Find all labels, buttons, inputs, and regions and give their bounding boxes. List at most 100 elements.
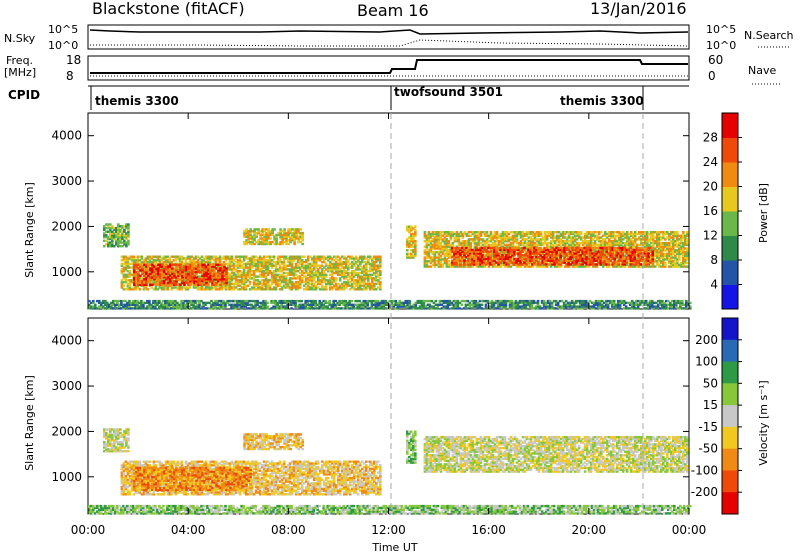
power-cell xyxy=(130,288,134,291)
power-cell xyxy=(156,255,160,258)
power-cell xyxy=(184,288,188,291)
power-cell xyxy=(126,266,130,269)
power-cell xyxy=(154,288,158,291)
power-cell xyxy=(119,239,122,242)
power-cell xyxy=(214,255,218,258)
power-cell xyxy=(115,236,118,239)
power-cell xyxy=(140,260,144,264)
power-cell xyxy=(127,234,130,237)
power-cell xyxy=(172,259,176,262)
power-cell xyxy=(170,260,174,264)
power-cell xyxy=(198,257,202,260)
power-cell xyxy=(122,255,126,258)
power-cell xyxy=(122,273,126,276)
power-cell xyxy=(160,257,164,260)
power-cell xyxy=(676,231,679,234)
nsearch-tick-top: 10^5 xyxy=(706,23,736,36)
power-cell xyxy=(166,260,170,264)
power-cell xyxy=(107,245,110,248)
power-cell xyxy=(230,255,234,258)
power-cell xyxy=(206,257,210,260)
freq-tick-top: 18 xyxy=(66,53,81,67)
power-cell xyxy=(228,284,232,287)
power-cell xyxy=(228,288,232,291)
power-cell xyxy=(196,259,200,262)
power-cell xyxy=(228,264,232,267)
power-cell xyxy=(126,257,130,260)
power-cell xyxy=(117,237,120,241)
power-cell xyxy=(120,280,124,284)
power-cell xyxy=(121,237,124,241)
power-cell xyxy=(196,255,200,258)
power-cell xyxy=(119,234,122,237)
power-cell xyxy=(120,271,124,275)
power-cell xyxy=(174,259,178,262)
power-cell xyxy=(686,238,689,241)
power-cell xyxy=(178,286,182,289)
power-cell xyxy=(204,288,208,291)
power-cell xyxy=(164,257,168,260)
power-cell xyxy=(117,228,120,232)
power-cell xyxy=(105,223,108,226)
power-heatmap xyxy=(88,223,692,310)
power-cell xyxy=(134,286,138,289)
power-cell xyxy=(202,288,206,291)
power-cell xyxy=(226,266,230,269)
power-cell xyxy=(111,239,114,242)
power-cell xyxy=(146,288,150,291)
power-cell xyxy=(210,288,214,291)
power-cell xyxy=(128,275,132,278)
power-cell xyxy=(194,255,198,258)
power-cell xyxy=(117,230,120,233)
power-cell xyxy=(220,284,224,287)
power-cell xyxy=(156,257,160,260)
power-cell xyxy=(128,262,132,266)
power-cell xyxy=(120,255,124,258)
power-cell xyxy=(226,279,230,282)
power-cell xyxy=(127,230,130,233)
power-cell xyxy=(202,259,206,262)
power-cell xyxy=(115,230,118,233)
power-cell xyxy=(224,257,228,260)
power-cell xyxy=(218,255,222,258)
power-cell xyxy=(406,249,409,252)
power-cell xyxy=(191,263,194,266)
power-cell xyxy=(158,259,162,262)
power-cell xyxy=(127,228,130,232)
power-cell xyxy=(127,225,130,228)
power-cell xyxy=(188,257,192,260)
power-cell xyxy=(111,241,114,244)
power-cell xyxy=(103,232,106,235)
power-cell xyxy=(192,259,196,262)
power-cell xyxy=(109,226,112,230)
power-cell xyxy=(216,282,220,286)
power-cell xyxy=(168,284,172,287)
power-cell xyxy=(128,257,132,260)
power-cell xyxy=(210,257,214,260)
power-cell xyxy=(103,228,106,232)
power-cell xyxy=(379,280,382,284)
power-cell xyxy=(154,286,158,289)
power-cell xyxy=(124,275,128,278)
power-cell xyxy=(120,279,124,282)
power-cell xyxy=(138,277,142,280)
power-cell xyxy=(272,255,276,258)
power-cell xyxy=(105,230,108,233)
power-cell xyxy=(204,286,208,289)
power-cell xyxy=(120,286,124,289)
power-cell xyxy=(162,262,166,266)
power-cell xyxy=(206,280,210,284)
power-cell xyxy=(223,263,226,266)
power-cell xyxy=(122,277,126,280)
power-cell xyxy=(103,225,106,228)
power-cell xyxy=(463,259,466,262)
power-cell xyxy=(122,280,126,284)
power-cell xyxy=(178,259,182,262)
power-cell xyxy=(160,286,164,289)
power-cell xyxy=(130,259,134,262)
power-cell xyxy=(134,288,138,291)
power-cell xyxy=(109,243,112,246)
power-cell xyxy=(119,236,122,239)
power-cell xyxy=(134,259,138,262)
power-cell xyxy=(142,286,146,289)
